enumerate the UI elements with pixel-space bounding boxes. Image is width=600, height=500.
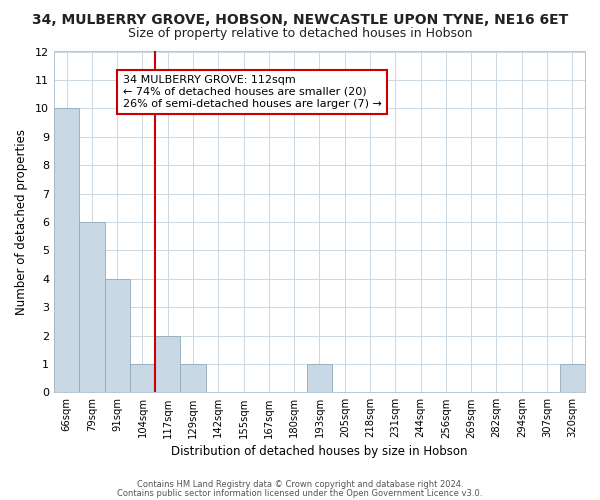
Bar	[130, 364, 155, 392]
Y-axis label: Number of detached properties: Number of detached properties	[15, 129, 28, 315]
Text: Size of property relative to detached houses in Hobson: Size of property relative to detached ho…	[128, 28, 472, 40]
Bar	[181, 364, 206, 392]
Bar	[79, 222, 104, 392]
Text: 34, MULBERRY GROVE, HOBSON, NEWCASTLE UPON TYNE, NE16 6ET: 34, MULBERRY GROVE, HOBSON, NEWCASTLE UP…	[32, 12, 568, 26]
Text: 34 MULBERRY GROVE: 112sqm
← 74% of detached houses are smaller (20)
26% of semi-: 34 MULBERRY GROVE: 112sqm ← 74% of detac…	[123, 76, 382, 108]
Bar	[560, 364, 585, 392]
X-axis label: Distribution of detached houses by size in Hobson: Distribution of detached houses by size …	[171, 444, 468, 458]
Text: Contains HM Land Registry data © Crown copyright and database right 2024.: Contains HM Land Registry data © Crown c…	[137, 480, 463, 489]
Bar	[307, 364, 332, 392]
Bar	[155, 336, 181, 392]
Text: Contains public sector information licensed under the Open Government Licence v3: Contains public sector information licen…	[118, 488, 482, 498]
Bar	[54, 108, 79, 393]
Bar	[104, 278, 130, 392]
